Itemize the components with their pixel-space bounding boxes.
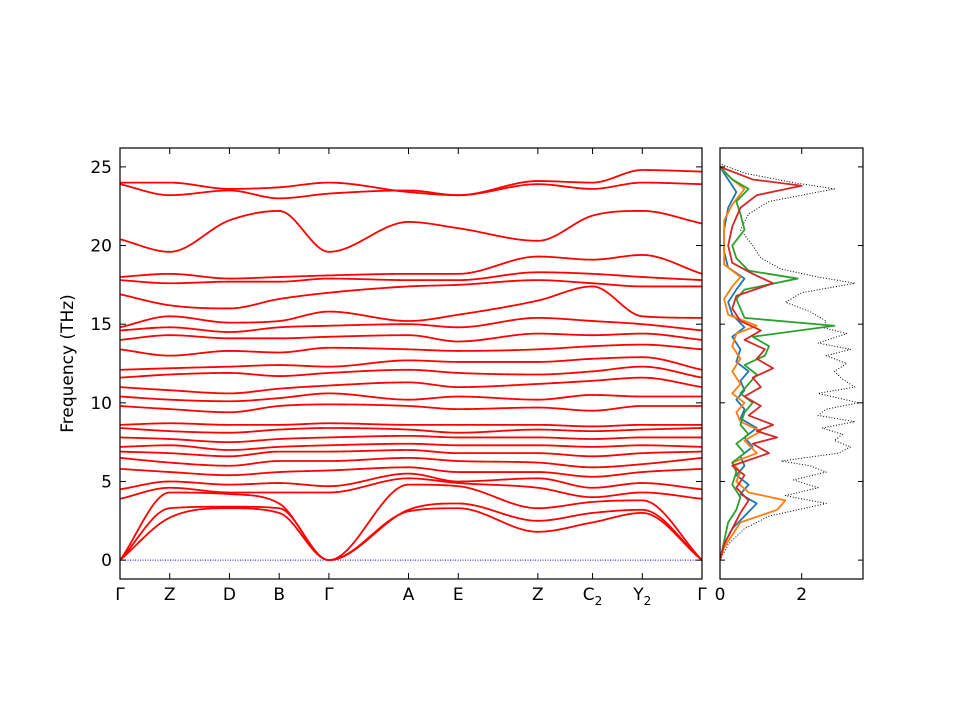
phonon-band-21 <box>120 285 702 329</box>
phonon-band-10 <box>120 434 702 444</box>
x-tick-label: E <box>453 585 464 605</box>
phonon-band-22 <box>120 279 702 310</box>
phonon-band-14 <box>120 392 702 403</box>
phonon-band-1 <box>120 507 702 562</box>
y-tick-label: 5 <box>101 472 112 492</box>
dos-curves <box>720 163 860 561</box>
phonon-band-25 <box>120 210 702 253</box>
x-tick-label-subscript: 2 <box>595 594 603 608</box>
phonon-band-24 <box>120 254 702 280</box>
x-tick-label: Γ <box>697 585 707 605</box>
phonon-band-6 <box>120 466 702 478</box>
phonon-band-27 <box>120 169 702 197</box>
dos-y-ticks <box>720 166 863 561</box>
phonon-band-2 <box>120 502 702 562</box>
phonon-band-17 <box>120 356 702 371</box>
y-tick-label: 0 <box>101 551 112 571</box>
x-tick-label: Γ <box>115 585 125 605</box>
x-tick-label: A <box>403 585 415 605</box>
y-tick-label: 10 <box>90 394 112 414</box>
phonon-band-4 <box>120 477 702 500</box>
phonon-band-16 <box>120 365 702 379</box>
phonon-band-13 <box>120 403 702 414</box>
phonon-band-15 <box>120 376 702 395</box>
x-tick-label: Z <box>164 585 176 605</box>
dos-series-5 <box>720 166 803 561</box>
phonon-band-18 <box>120 343 702 357</box>
y-tick-label: 15 <box>90 315 112 335</box>
y-tick-label: 20 <box>90 237 112 257</box>
phonon-band-12 <box>120 422 702 428</box>
phonon-band-5 <box>120 472 702 491</box>
phonon-band-20 <box>120 316 702 333</box>
dos-x-tick-label: 2 <box>796 585 807 605</box>
x-tick-label: Z <box>532 585 544 605</box>
phonon-band-23 <box>120 271 702 285</box>
band-frame <box>119 147 703 580</box>
phonon-band-26 <box>120 181 702 200</box>
y-tick-label: 25 <box>90 158 112 178</box>
phonon-band-11 <box>120 427 702 434</box>
dos-series-4 <box>720 166 836 561</box>
y-axis-label: Frequency (THz) <box>58 294 78 433</box>
dos-series-3 <box>720 166 787 561</box>
x-tick-label: Γ <box>324 585 334 605</box>
phonon-band-19 <box>120 332 702 343</box>
x-tick-label-subscript: 2 <box>644 594 652 608</box>
band-lines <box>120 169 702 562</box>
dos-x-tick-label: 0 <box>715 585 726 605</box>
dos-frame <box>719 147 864 580</box>
phonon-band-8 <box>120 449 702 458</box>
band-y-ticks: 0 5 10 15 20 25 <box>90 158 702 571</box>
phonon-band-7 <box>120 456 702 469</box>
dos-series-1 <box>720 163 860 561</box>
phonon-band-3 <box>120 483 702 562</box>
x-tick-label: B <box>273 585 285 605</box>
phonon-band-9 <box>120 442 702 451</box>
x-tick-label: D <box>223 585 236 605</box>
